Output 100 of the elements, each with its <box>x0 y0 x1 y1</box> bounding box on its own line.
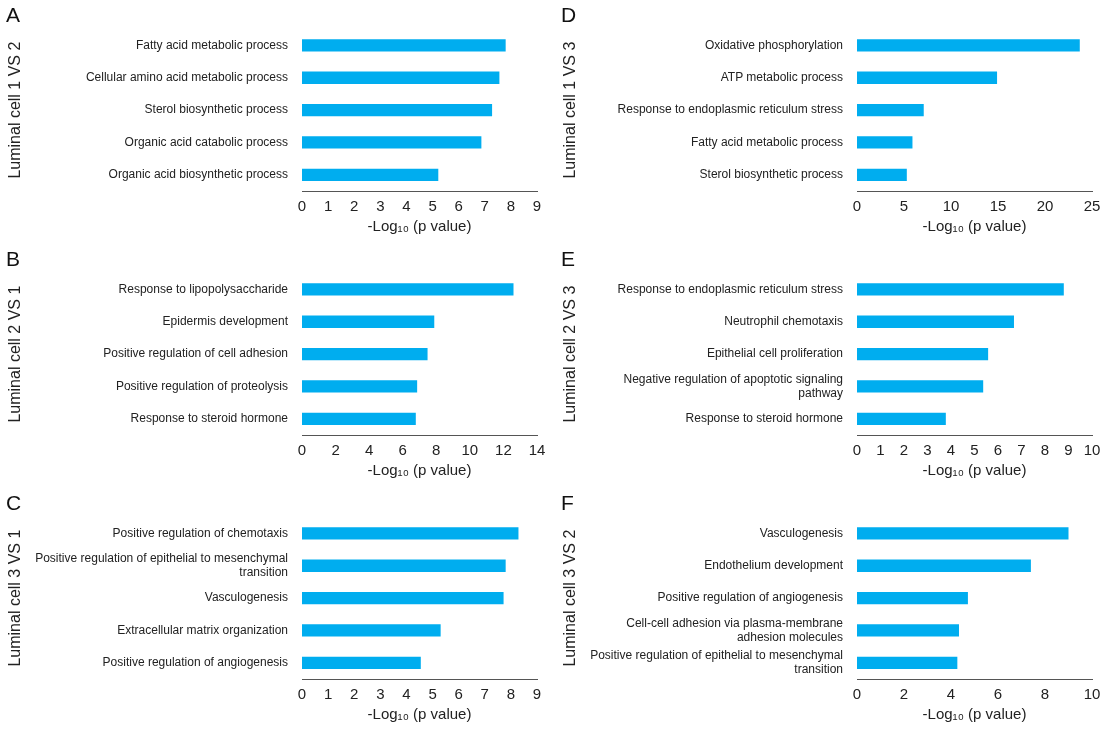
y-tick-label: Positive regulation of epithelial to mesenchymal transition <box>590 647 843 677</box>
y-tick-label: Positive regulation of chemotaxis <box>112 525 288 540</box>
x-axis-title: -Log₁₀ (p value) <box>367 705 472 723</box>
bar <box>302 168 439 181</box>
bar <box>302 71 500 84</box>
bar <box>302 136 482 149</box>
y-tick-label: Organic acid catabolic process <box>124 134 288 149</box>
x-tick-label: 0 <box>852 441 862 459</box>
x-axis-title: -Log₁₀ (p value) <box>922 217 1027 235</box>
bar <box>857 103 924 117</box>
y-tick-label: Positive regulation of cell adhesion <box>103 346 288 361</box>
x-tick-label: 4 <box>364 441 374 459</box>
x-tick-label: 5 <box>970 441 979 459</box>
x-tick-label: 10 <box>942 197 960 215</box>
y-tick-label: Neutrophil chemotaxis <box>724 314 843 329</box>
y-axis-title: Luminal cell 3 VS 1 <box>6 529 24 667</box>
x-tick-label: 6 <box>454 197 463 215</box>
bar <box>302 103 493 117</box>
x-axis-title: -Log₁₀ (p value) <box>367 217 472 235</box>
y-axis-title: Luminal cell 1 VS 2 <box>6 41 24 179</box>
x-tick-label: 8 <box>1040 685 1050 703</box>
x-tick-label: 2 <box>899 685 909 703</box>
x-tick-label: 4 <box>402 685 411 703</box>
x-tick-label: 3 <box>923 441 932 459</box>
x-tick-label: 3 <box>376 685 385 703</box>
x-tick-label: 8 <box>432 441 441 459</box>
y-tick-label: Response to endoplasmic reticulum stress <box>617 281 843 296</box>
x-tick-label: 6 <box>398 441 407 459</box>
bar <box>302 412 416 425</box>
x-tick-label: 1 <box>323 197 333 215</box>
x-tick-label: 7 <box>1017 441 1026 459</box>
y-tick-label: Response to steroid hormone <box>130 411 289 426</box>
x-tick-label: 6 <box>993 441 1003 459</box>
bar <box>302 347 428 361</box>
y-axis-title: Luminal cell 1 VS 3 <box>561 41 579 179</box>
x-tick-label: 4 <box>402 197 411 215</box>
bar <box>857 347 989 361</box>
x-tick-label: 3 <box>376 197 385 215</box>
x-tick-label: 6 <box>454 685 463 703</box>
y-tick-label: Positive regulation of angiogenesis <box>657 590 843 605</box>
x-tick-label: 8 <box>506 685 516 703</box>
bar <box>302 591 504 605</box>
bar <box>857 624 959 637</box>
bar <box>857 412 946 425</box>
text: F <box>561 491 574 515</box>
x-tick-label: 15 <box>989 197 1007 215</box>
y-tick-label: Cell-cell adhesion via plasma-membrane adhesion molecules <box>626 615 844 644</box>
y-tick-label: Epidermis development <box>162 314 289 329</box>
x-tick-label: 6 <box>993 685 1003 703</box>
bar <box>857 315 1014 328</box>
x-tick-label: 14 <box>528 441 546 459</box>
bar <box>302 315 435 328</box>
bar <box>302 39 506 52</box>
bar <box>302 380 418 393</box>
y-axis-title: Luminal cell 2 VS 3 <box>561 285 579 423</box>
bar <box>857 591 968 605</box>
y-tick-label: Positive regulation of epithelial to mesenchymal transition <box>35 550 288 580</box>
bar <box>302 559 506 572</box>
bar <box>857 559 1031 572</box>
x-tick-label: 5 <box>428 685 437 703</box>
y-tick-label: Endothelium development <box>704 558 844 573</box>
x-tick-label: 4 <box>946 441 956 459</box>
y-tick-label: ATP metabolic process <box>720 70 843 85</box>
y-tick-label: Positive regulation of angiogenesis <box>102 655 288 670</box>
x-tick-label: 2 <box>899 441 909 459</box>
x-tick-label: 9 <box>532 685 542 703</box>
text: C <box>6 491 22 515</box>
y-tick-label: Vasculogenesis <box>759 525 843 540</box>
x-tick-label: 1 <box>323 685 333 703</box>
y-tick-label: Response to steroid hormone <box>685 411 844 426</box>
bar <box>857 380 984 393</box>
bar <box>857 39 1080 52</box>
x-tick-label: 2 <box>350 197 359 215</box>
x-tick-label: 7 <box>480 685 489 703</box>
x-tick-label: 10 <box>461 441 479 459</box>
x-tick-label: 5 <box>428 197 437 215</box>
x-tick-label: 2 <box>331 441 340 459</box>
y-tick-label: Fatty acid metabolic process <box>135 37 288 52</box>
bar <box>857 656 958 669</box>
y-tick-label: Response to endoplasmic reticulum stress <box>617 102 843 117</box>
bar <box>302 527 519 540</box>
bar <box>857 283 1064 296</box>
y-tick-label: Sterol biosynthetic process <box>699 167 843 182</box>
x-axis-title: -Log₁₀ (p value) <box>922 461 1027 479</box>
text: A <box>6 3 21 27</box>
y-tick-label: Fatty acid metabolic process <box>690 134 843 149</box>
x-tick-label: 8 <box>1040 441 1050 459</box>
x-tick-label: 2 <box>350 685 359 703</box>
y-tick-label: Vasculogenesis <box>204 590 288 605</box>
bar <box>302 656 421 669</box>
x-tick-label: 12 <box>495 441 512 459</box>
x-tick-label: 0 <box>297 441 307 459</box>
x-tick-label: 7 <box>480 197 489 215</box>
y-axis-title: Luminal cell 2 VS 1 <box>6 285 24 423</box>
text: B <box>6 247 21 271</box>
y-tick-label: Epithelial cell proliferation <box>706 346 843 361</box>
y-tick-label: Extracellular matrix organization <box>117 622 288 637</box>
y-tick-label: Sterol biosynthetic process <box>144 102 288 117</box>
x-tick-label: 0 <box>852 197 862 215</box>
y-tick-label: Oxidative phosphorylation <box>704 37 843 52</box>
